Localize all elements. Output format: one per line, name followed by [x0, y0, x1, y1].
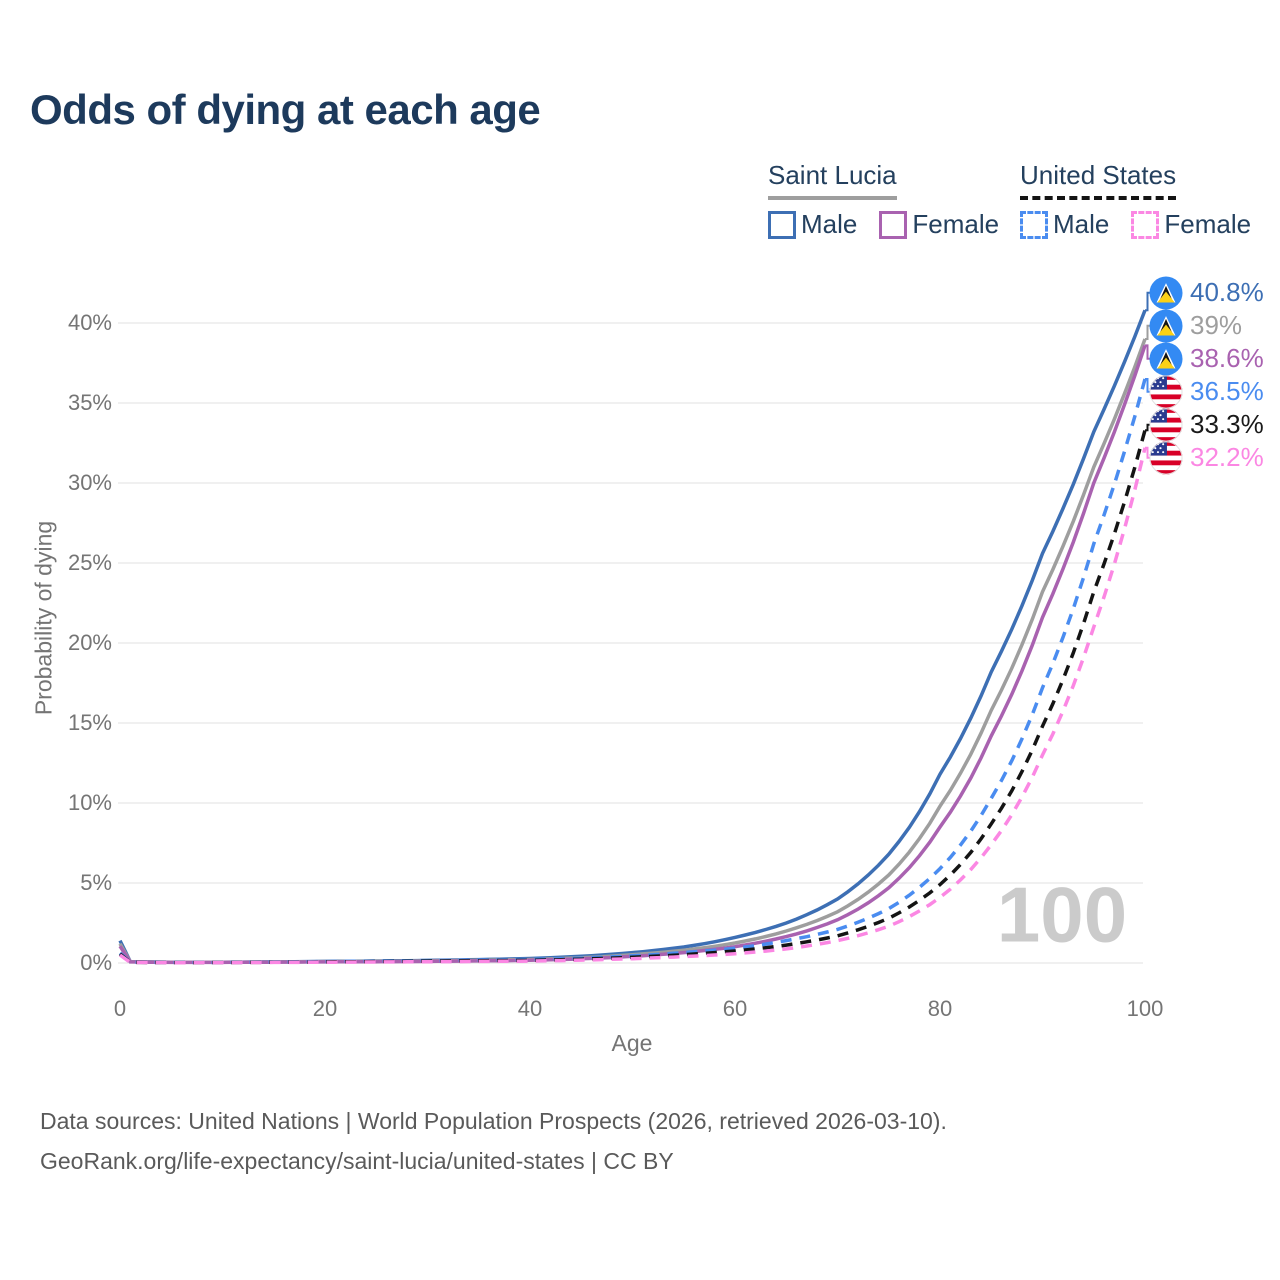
- saint-lucia-flag-icon: [1149, 309, 1183, 343]
- legend-label-saint-lucia-male: Male: [801, 209, 858, 239]
- end-label-united-states-male: 36.5%: [1149, 375, 1264, 409]
- legend-item-united-states-female: Female: [1131, 209, 1251, 240]
- end-label-united-states: 33.3%: [1149, 408, 1264, 442]
- legend-group-saint-lucia: Saint Lucia Male Female: [768, 160, 999, 240]
- legend-group-united-states: United States Male Female: [1020, 160, 1251, 240]
- end-label-united-states-female: 32.2%: [1149, 441, 1264, 475]
- end-label-value: 39%: [1190, 310, 1243, 341]
- age-watermark: 100: [996, 870, 1128, 959]
- us-flag-icon: [1149, 441, 1183, 475]
- x-axis-tick: 80: [927, 996, 953, 1021]
- legend: Saint Lucia Male Female United States Ma…: [0, 160, 1280, 250]
- series-line-saint-lucia: [118, 338, 1147, 965]
- y-axis-tick: 30%: [67, 470, 112, 495]
- legend-label-united-states-male: Male: [1053, 209, 1110, 239]
- label-connector: [1145, 378, 1151, 393]
- x-axis-tick: 20: [312, 996, 338, 1021]
- legend-swatch-saint-lucia-male: [768, 210, 796, 239]
- y-axis-tick: 15%: [67, 710, 112, 735]
- x-axis-tick: 100: [1126, 996, 1164, 1021]
- end-label-value: 40.8%: [1190, 277, 1264, 308]
- label-connector: [1145, 324, 1151, 340]
- legend-item-saint-lucia-female: Female: [879, 209, 999, 240]
- legend-group-name-saint-lucia: Saint Lucia: [768, 160, 897, 200]
- series-line-saint-lucia-male: [118, 309, 1147, 964]
- legend-swatch-united-states-male: [1020, 210, 1048, 239]
- x-axis-tick: 60: [722, 996, 748, 1021]
- end-label-value: 33.3%: [1190, 409, 1264, 440]
- series-line-united-states-female: [118, 447, 1147, 965]
- legend-item-saint-lucia-male: Male: [768, 209, 857, 240]
- end-label-value: 38.6%: [1190, 343, 1264, 374]
- label-connector: [1145, 291, 1151, 312]
- y-axis-tick: 35%: [67, 390, 112, 415]
- saint-lucia-flag-icon: [1149, 276, 1183, 310]
- legend-label-saint-lucia-female: Female: [912, 209, 1000, 239]
- us-flag-icon: [1149, 408, 1183, 442]
- y-axis-tick: 5%: [80, 870, 112, 895]
- y-axis-title: Probability of dying: [30, 520, 57, 716]
- end-label-saint-lucia-male: 40.8%: [1149, 276, 1264, 310]
- label-connector: [1145, 446, 1151, 459]
- x-axis-tick: 0: [113, 996, 127, 1021]
- legend-row-saint-lucia: Male Female: [768, 209, 999, 240]
- end-label-value: 32.2%: [1190, 442, 1264, 473]
- x-axis-tick: 40: [517, 996, 543, 1021]
- saint-lucia-flag-icon: [1149, 342, 1183, 376]
- end-label-value: 36.5%: [1190, 376, 1264, 407]
- legend-row-united-states: Male Female: [1020, 209, 1251, 240]
- legend-group-name-united-states: United States: [1020, 160, 1177, 200]
- y-axis-tick: 25%: [67, 550, 112, 575]
- us-flag-icon: [1149, 375, 1183, 409]
- y-axis-tick: 10%: [67, 790, 112, 815]
- y-axis-tick: 0%: [80, 950, 112, 975]
- series-line-saint-lucia-female: [118, 344, 1147, 965]
- legend-swatch-saint-lucia-female: [879, 210, 908, 239]
- footer-source-line: Data sources: United Nations | World Pop…: [40, 1108, 947, 1134]
- end-label-saint-lucia-female: 38.6%: [1149, 342, 1264, 376]
- footer-attribution-line: GeoRank.org/life-expectancy/saint-lucia/…: [40, 1148, 674, 1174]
- y-axis-tick: 20%: [67, 630, 112, 655]
- legend-label-united-states-female: Female: [1164, 209, 1252, 239]
- label-connector: [1145, 344, 1151, 360]
- x-axis-title: Age: [611, 1030, 653, 1056]
- legend-item-united-states-male: Male: [1020, 209, 1109, 240]
- end-label-saint-lucia: 39%: [1149, 309, 1242, 343]
- legend-swatch-united-states-female: [1131, 210, 1160, 239]
- page-title: Odds of dying at each age: [30, 86, 541, 133]
- y-axis-tick: 40%: [67, 310, 112, 335]
- label-connector: [1145, 423, 1151, 432]
